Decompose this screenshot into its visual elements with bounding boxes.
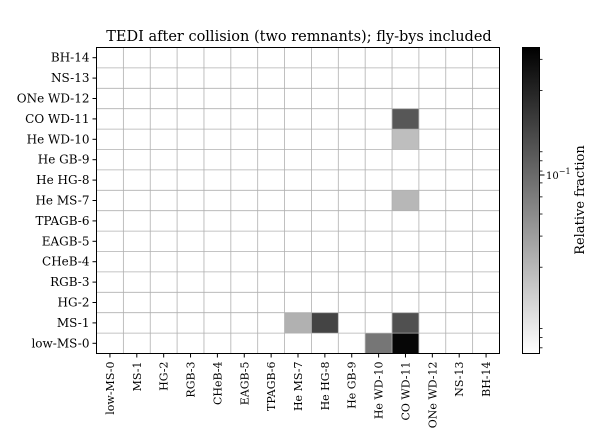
heatmap-cell xyxy=(392,108,419,130)
y-tick-label: BH-14 xyxy=(51,51,90,65)
x-tick-label: BH-14 xyxy=(480,361,493,396)
x-tick-label: ONe WD-12 xyxy=(426,362,439,429)
x-tick-label: He MS-7 xyxy=(292,362,305,412)
x-tick-label: He HG-8 xyxy=(319,362,332,411)
colorbar-minor-ticks xyxy=(539,58,543,349)
y-tick-label: CHeB-4 xyxy=(42,255,90,269)
y-tick-label: low-MS-0 xyxy=(31,336,89,350)
heatmap-cell xyxy=(392,190,419,211)
x-tick-label: CHeB-4 xyxy=(211,362,224,406)
heatmap-cell xyxy=(392,333,419,354)
x-tick-label: He GB-9 xyxy=(346,362,359,409)
x-tick-label: CO WD-11 xyxy=(399,362,412,421)
x-tick-label: MS-1 xyxy=(131,362,144,392)
y-tick-label: NS-13 xyxy=(51,71,89,85)
colorbar-label: Relative fraction xyxy=(573,145,588,255)
y-tick-label: TPAGB-6 xyxy=(36,214,90,228)
heatmap-cell xyxy=(284,312,312,334)
y-tick-label: He MS-7 xyxy=(35,194,89,208)
y-tick-label: He HG-8 xyxy=(36,173,89,187)
y-tick-label: He WD-10 xyxy=(27,132,90,146)
heatmap-cells xyxy=(284,108,419,354)
heatmap-cell xyxy=(392,312,419,334)
colorbar-tick-label: 10−1 xyxy=(546,167,571,182)
heatmap-cell xyxy=(365,333,393,354)
y-axis-ticks: low-MS-0 MS-1 HG-2 RGB-3 CHeB-4 EAGB-5 TPAGB-6… xyxy=(17,51,97,350)
colorbar-gradient xyxy=(522,47,540,354)
x-tick-label: NS-13 xyxy=(453,362,466,397)
y-tick-label: HG-2 xyxy=(58,296,90,310)
plot-frame xyxy=(96,47,500,354)
y-tick-label: ONe WD-12 xyxy=(17,92,90,106)
x-axis-ticks: low-MS-0 MS-1 HG-2 RGB-3 CHeB-4 EAGB-5 TPAGB-6… xyxy=(104,353,493,429)
x-tick-label: EAGB-5 xyxy=(238,362,251,406)
heatmap-grid xyxy=(96,47,500,354)
x-tick-label: TPAGB-6 xyxy=(265,362,278,411)
y-tick-label: EAGB-5 xyxy=(42,234,90,248)
y-tick-label: MS-1 xyxy=(57,316,90,330)
x-tick-label: HG-2 xyxy=(158,362,171,391)
x-tick-label: low-MS-0 xyxy=(104,362,117,415)
y-tick-label: CO WD-11 xyxy=(25,112,89,126)
y-tick-label: He GB-9 xyxy=(38,153,90,167)
heatmap-cell xyxy=(311,312,339,334)
x-tick-label: He WD-10 xyxy=(373,362,386,420)
chart-title: TEDI after collision (two remnants); fly… xyxy=(106,29,491,45)
x-tick-label: RGB-3 xyxy=(185,362,198,398)
y-tick-label: RGB-3 xyxy=(50,275,89,289)
colorbar: 10−1 Relative fraction xyxy=(522,47,588,354)
heatmap-cell xyxy=(392,129,419,150)
